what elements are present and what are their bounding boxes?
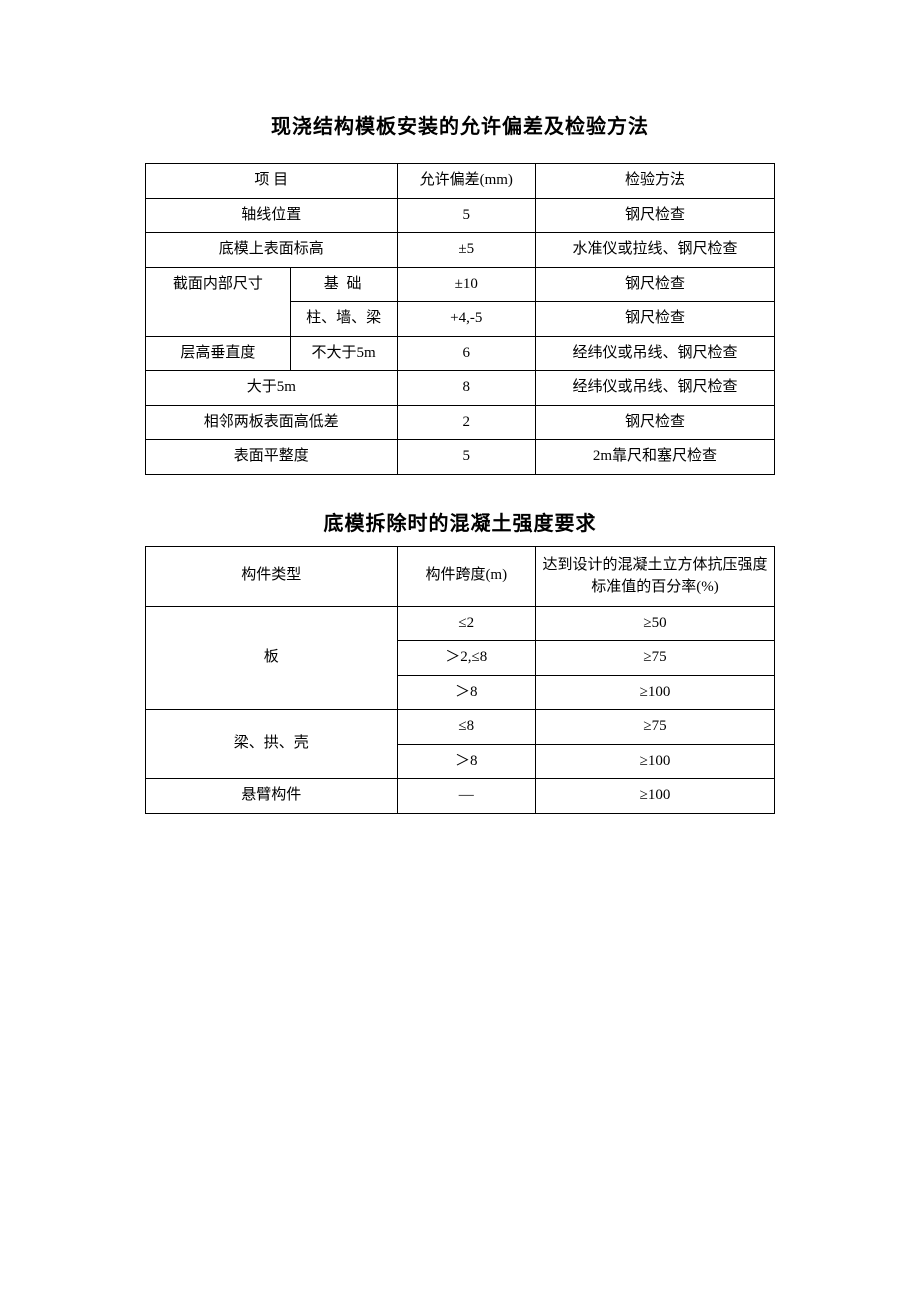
table2-header-span: 构件跨度(m): [397, 546, 535, 606]
table2: 构件类型 构件跨度(m) 达到设计的混凝土立方体抗压强度标准值的百分率(%) 板…: [145, 546, 775, 814]
table1-header-item: 项 目: [146, 164, 398, 199]
table-row: 板 ≤2 ≥50: [146, 606, 775, 641]
table2-title: 底模拆除时的混凝土强度要求: [145, 507, 775, 536]
table1-method: 钢尺检查: [535, 267, 774, 302]
table2-span: —: [397, 779, 535, 814]
table1-dev: 2: [397, 405, 535, 440]
table1-item: 大于5m: [146, 371, 398, 406]
table1-dev: 5: [397, 198, 535, 233]
table1-header-dev: 允许偏差(mm): [397, 164, 535, 199]
table2-span: ＞8: [397, 675, 535, 710]
table1-header-row: 项 目 允许偏差(mm) 检验方法: [146, 164, 775, 199]
table-row: 表面平整度 5 2m靠尺和塞尺检查: [146, 440, 775, 475]
table1-item: 轴线位置: [146, 198, 398, 233]
table1-subitem: 基 础: [290, 267, 397, 302]
table1-item: 层高垂直度: [146, 336, 291, 371]
table-row: 相邻两板表面高低差 2 钢尺检查: [146, 405, 775, 440]
table2-span: ＞8: [397, 744, 535, 779]
table1-subitem: 柱、墙、梁: [290, 302, 397, 337]
table1-header-method: 检验方法: [535, 164, 774, 199]
table1-method: 钢尺检查: [535, 405, 774, 440]
table1-method: 经纬仪或吊线、钢尺检查: [535, 336, 774, 371]
table2-type: 板: [146, 606, 398, 710]
table1-dev: ±10: [397, 267, 535, 302]
table2-pct: ≥75: [535, 710, 774, 745]
table1-method: 钢尺检查: [535, 302, 774, 337]
table2-type: 悬臂构件: [146, 779, 398, 814]
table2-pct: ≥100: [535, 744, 774, 779]
table-row: 悬臂构件 — ≥100: [146, 779, 775, 814]
table1-subitem: 不大于5m: [290, 336, 397, 371]
table1-method: 钢尺检查: [535, 198, 774, 233]
table1-item: 表面平整度: [146, 440, 398, 475]
table2-span: ≤8: [397, 710, 535, 745]
table2-header-type: 构件类型: [146, 546, 398, 606]
table-row: 梁、拱、壳 ≤8 ≥75: [146, 710, 775, 745]
table1-dev: 8: [397, 371, 535, 406]
table-row: 大于5m 8 经纬仪或吊线、钢尺检查: [146, 371, 775, 406]
table2-span: ＞2,≤8: [397, 641, 535, 676]
table-row: 轴线位置 5 钢尺检查: [146, 198, 775, 233]
table2-header-row: 构件类型 构件跨度(m) 达到设计的混凝土立方体抗压强度标准值的百分率(%): [146, 546, 775, 606]
table1-item: 底模上表面标高: [146, 233, 398, 268]
table1-method: 经纬仪或吊线、钢尺检查: [535, 371, 774, 406]
table1-dev: 6: [397, 336, 535, 371]
table2-pct: ≥50: [535, 606, 774, 641]
table2-pct: ≥75: [535, 641, 774, 676]
table1-method: 水准仪或拉线、钢尺检查: [535, 233, 774, 268]
table2-pct: ≥100: [535, 779, 774, 814]
table1-item: 相邻两板表面高低差: [146, 405, 398, 440]
table1-item: 截面内部尺寸: [146, 267, 291, 336]
table-row: 截面内部尺寸 基 础 ±10 钢尺检查: [146, 267, 775, 302]
table1: 项 目 允许偏差(mm) 检验方法 轴线位置 5 钢尺检查 底模上表面标高 ±5…: [145, 163, 775, 475]
table2-header-pct: 达到设计的混凝土立方体抗压强度标准值的百分率(%): [535, 546, 774, 606]
table1-dev: +4,-5: [397, 302, 535, 337]
table2-pct: ≥100: [535, 675, 774, 710]
table1-dev: ±5: [397, 233, 535, 268]
table1-title: 现浇结构模板安装的允许偏差及检验方法: [145, 110, 775, 139]
table1-method: 2m靠尺和塞尺检查: [535, 440, 774, 475]
table2-type: 梁、拱、壳: [146, 710, 398, 779]
table2-span: ≤2: [397, 606, 535, 641]
table-row: 层高垂直度 不大于5m 6 经纬仪或吊线、钢尺检查: [146, 336, 775, 371]
table-row: 底模上表面标高 ±5 水准仪或拉线、钢尺检查: [146, 233, 775, 268]
table1-dev: 5: [397, 440, 535, 475]
